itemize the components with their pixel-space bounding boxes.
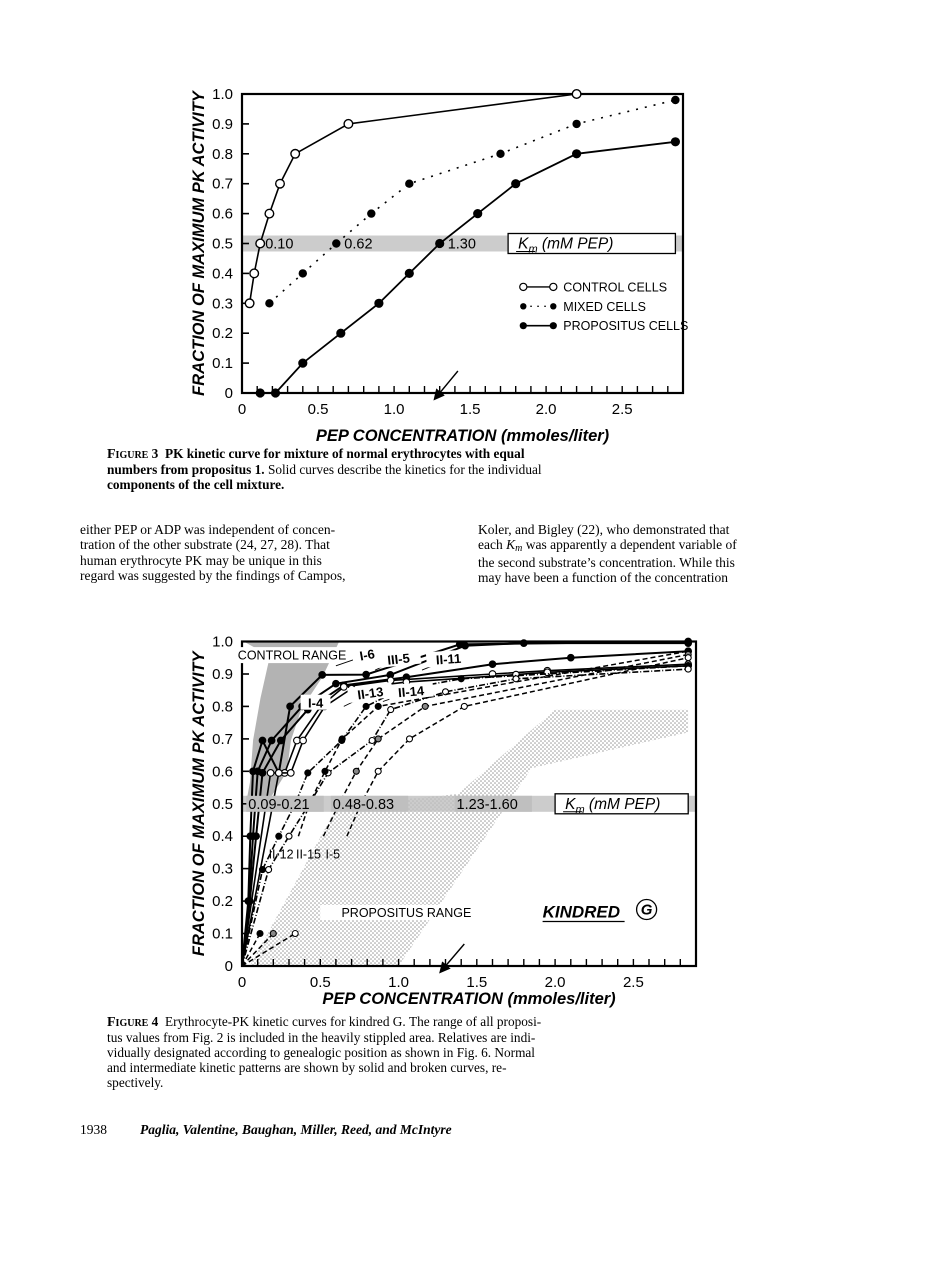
svg-text:0.6: 0.6 [212, 206, 233, 223]
svg-text:1.0: 1.0 [212, 86, 233, 103]
svg-text:II-12: II-12 [269, 847, 294, 861]
svg-text:0.4: 0.4 [212, 828, 233, 845]
svg-text:0.09-0.21: 0.09-0.21 [248, 797, 309, 813]
svg-text:0.1: 0.1 [212, 355, 233, 372]
svg-text:0.2: 0.2 [212, 325, 233, 342]
svg-text:CONTROL RANGE: CONTROL RANGE [238, 648, 347, 662]
svg-text:1.23-1.60: 1.23-1.60 [457, 797, 518, 813]
svg-text:0.2: 0.2 [212, 893, 233, 910]
svg-text:PROPOSITUS RANGE: PROPOSITUS RANGE [341, 906, 471, 920]
svg-text:1.5: 1.5 [460, 401, 481, 418]
svg-text:III-5: III-5 [387, 650, 411, 667]
svg-text:0.6: 0.6 [212, 763, 233, 780]
svg-text:KINDRED: KINDRED [543, 903, 620, 922]
svg-text:0.62: 0.62 [344, 237, 372, 253]
svg-text:FRACTION OF MAXIMUM PK ACT: FRACTION OF MAXIMUM PK ACTIVITY [190, 649, 208, 956]
svg-text:0: 0 [225, 958, 233, 975]
svg-text:CONTROL CELLS: CONTROL CELLS [563, 280, 667, 294]
svg-text:1.5: 1.5 [466, 974, 487, 991]
svg-text:0.5: 0.5 [212, 236, 233, 253]
svg-text:0.9: 0.9 [212, 666, 233, 683]
svg-text:0.1: 0.1 [212, 926, 233, 943]
svg-text:0.5: 0.5 [310, 974, 331, 991]
svg-text:I-6: I-6 [358, 646, 376, 663]
svg-text:1.0: 1.0 [388, 974, 409, 991]
svg-text:0.5: 0.5 [308, 401, 329, 418]
svg-text:1.30: 1.30 [448, 237, 476, 253]
svg-text:0.3: 0.3 [212, 295, 233, 312]
svg-text:0: 0 [238, 401, 246, 418]
svg-text:PEP CONCENTRATION (mmoles/l: PEP CONCENTRATION (mmoles/liter) [322, 990, 616, 1008]
svg-text:0.8: 0.8 [212, 146, 233, 163]
svg-text:II-14: II-14 [397, 683, 425, 700]
svg-text:G: G [641, 902, 653, 919]
svg-text:0: 0 [225, 385, 233, 402]
svg-text:2.0: 2.0 [545, 974, 566, 991]
svg-text:II-15: II-15 [296, 847, 321, 861]
svg-text:0.3: 0.3 [212, 861, 233, 878]
svg-text:I-4: I-4 [308, 696, 324, 711]
svg-text:0.7: 0.7 [212, 176, 233, 193]
svg-text:2.0: 2.0 [536, 401, 557, 418]
svg-text:0.8: 0.8 [212, 698, 233, 715]
svg-text:II-11: II-11 [435, 651, 461, 668]
svg-text:MIXED CELLS: MIXED CELLS [563, 300, 646, 314]
svg-text:0.9: 0.9 [212, 116, 233, 133]
svg-text:FRACTION OF MAXIMUM PK ACT: FRACTION OF MAXIMUM PK ACTIVITY [190, 89, 208, 396]
svg-text:0.5: 0.5 [212, 796, 233, 813]
svg-text:2.5: 2.5 [623, 974, 644, 991]
svg-text:PEP CONCENTRATION (mmoles/l: PEP CONCENTRATION (mmoles/liter) [316, 427, 610, 445]
svg-text:1.0: 1.0 [384, 401, 405, 418]
svg-text:I-5: I-5 [326, 847, 341, 861]
svg-text:0: 0 [238, 974, 246, 991]
svg-text:0.7: 0.7 [212, 731, 233, 748]
svg-text:0.48-0.83: 0.48-0.83 [333, 797, 394, 813]
svg-text:0.4: 0.4 [212, 265, 233, 282]
svg-text:2.5: 2.5 [612, 401, 633, 418]
svg-text:0.10: 0.10 [265, 237, 293, 253]
svg-text:PROPOSITUS CELLS: PROPOSITUS CELLS [563, 319, 688, 333]
